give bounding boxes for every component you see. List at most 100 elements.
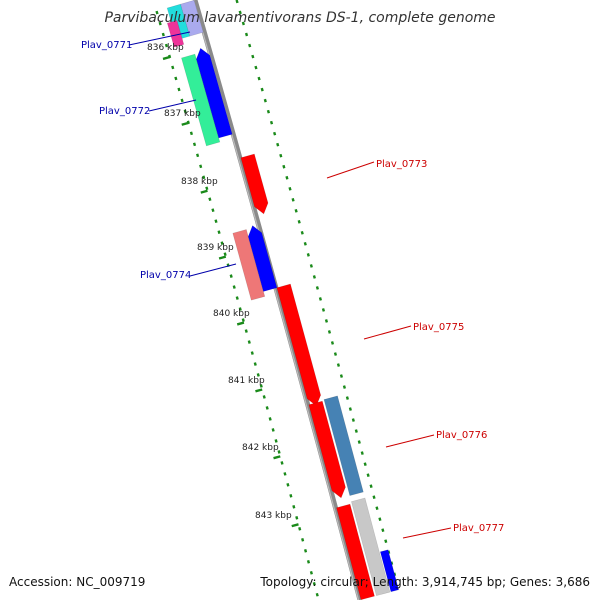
tick-dot-right xyxy=(269,120,274,125)
tick-dot-right xyxy=(254,65,258,70)
tick-dot-right xyxy=(260,87,264,92)
topology-text: Topology: circular; Length: 3,914,745 bp… xyxy=(259,575,590,589)
tick-dot-left xyxy=(158,21,162,26)
tick-dot-left xyxy=(205,186,209,191)
tick-dot-left xyxy=(295,516,299,520)
tick-dot-left xyxy=(183,109,187,114)
gene-features xyxy=(166,0,400,600)
tick-dot-left xyxy=(312,581,316,586)
tick-dot-left xyxy=(292,505,296,509)
tick-dot-left xyxy=(301,537,305,542)
tick-dot-right xyxy=(375,506,379,510)
tick-dot-right xyxy=(348,407,352,411)
leader-plav-0772 xyxy=(148,99,197,112)
tick-dot-right xyxy=(336,363,341,367)
gene-label-plav-0773[interactable]: Plav_0773 xyxy=(376,159,427,170)
tick-dot-left xyxy=(241,318,245,322)
tick-dot-left xyxy=(303,548,308,553)
tick-dot-right xyxy=(303,242,307,246)
tick-dot-right xyxy=(351,418,355,422)
kbp-label: 836 kbp xyxy=(147,43,184,53)
kbp-major-tick xyxy=(273,455,281,460)
gene-label-plav-0774[interactable]: Plav_0774 xyxy=(140,270,191,281)
tick-dot-right xyxy=(345,396,349,400)
tick-dot-right xyxy=(241,21,245,26)
tick-dot-left xyxy=(265,406,269,410)
gene-label-plav-0771[interactable]: Plav_0771 xyxy=(81,40,132,51)
tick-dot-right xyxy=(390,561,394,566)
kbp-major-tick xyxy=(162,55,171,61)
tick-dot-right xyxy=(238,10,242,15)
tick-dot-right xyxy=(288,186,292,191)
tick-dot-left xyxy=(232,285,236,289)
gene-label-plav-0772[interactable]: Plav_0772 xyxy=(99,106,150,117)
tick-dot-right xyxy=(366,473,370,477)
tick-dot-right xyxy=(263,98,267,103)
tick-dot-right xyxy=(235,0,239,4)
tick-dot-right xyxy=(306,253,310,257)
tick-dot-right xyxy=(294,208,298,213)
tick-dot-left xyxy=(289,494,293,498)
tick-dot-left xyxy=(277,450,281,454)
tick-dot-left xyxy=(196,153,200,158)
tick-dot-left xyxy=(262,395,266,399)
tick-dot-right xyxy=(251,54,255,59)
gene-feature-blue-tail xyxy=(379,549,400,593)
tick-dot-right xyxy=(248,43,252,48)
tick-dot-left xyxy=(309,570,313,575)
tick-dot-right xyxy=(324,319,329,323)
tick-dot-left xyxy=(199,164,203,169)
tick-dot-right xyxy=(291,197,295,202)
tick-dot-right xyxy=(285,175,289,180)
gene-label-plav-0775[interactable]: Plav_0775 xyxy=(413,322,464,333)
kbp-major-tick xyxy=(181,121,189,126)
tick-dot-right xyxy=(360,451,364,455)
tick-dot-right xyxy=(387,550,391,555)
tick-dot-right xyxy=(381,528,385,533)
gene-feature-plav-0776-red xyxy=(308,400,346,499)
kbp-label: 841 kbp xyxy=(228,376,265,386)
tick-dot-left xyxy=(164,43,169,48)
gene-label-plav-0776[interactable]: Plav_0776 xyxy=(436,430,487,441)
tick-dot-left xyxy=(229,274,233,278)
tick-dot-left xyxy=(283,472,287,476)
tick-dot-right xyxy=(393,572,397,577)
gene-feature-plav-0776 xyxy=(323,395,364,496)
gene-label-plav-0777[interactable]: Plav_0777 xyxy=(453,523,504,534)
tick-dot-right xyxy=(309,264,313,268)
tick-dot-left xyxy=(223,252,227,256)
tick-dot-right xyxy=(282,164,286,169)
tick-dot-right xyxy=(372,495,376,499)
tick-dot-right xyxy=(357,440,361,444)
gene-feature-plav-0777-grey xyxy=(351,497,391,597)
leader-plav-0777 xyxy=(402,527,452,539)
tick-dot-left xyxy=(280,461,284,465)
tick-dot-left xyxy=(271,428,275,432)
tick-dot-right xyxy=(257,76,261,81)
tick-dot-right xyxy=(300,231,304,235)
leader-plav-0774 xyxy=(189,263,237,277)
tick-dot-right xyxy=(330,341,335,345)
tick-dot-right xyxy=(321,308,326,312)
tick-dot-left xyxy=(250,351,254,355)
tick-dot-left xyxy=(259,384,263,388)
kbp-major-tick xyxy=(218,255,227,260)
kbp-label: 838 kbp xyxy=(181,177,218,187)
gene-feature-plav-0772 xyxy=(196,47,233,139)
tick-dot-right xyxy=(363,462,367,466)
tick-dot-left xyxy=(211,208,215,213)
gene-feature-plav-0774-salmon xyxy=(232,229,266,301)
tick-dot-left xyxy=(171,65,175,70)
tick-dot-left xyxy=(268,417,272,421)
tick-dot-left xyxy=(238,307,242,311)
gene-feature-plav-0773 xyxy=(240,153,269,215)
tick-dot-right xyxy=(354,429,358,433)
gene-feature-plav-0775 xyxy=(276,283,322,407)
tick-dot-right xyxy=(333,352,338,356)
tick-dot-left xyxy=(220,241,224,245)
tick-dot-right xyxy=(384,539,388,544)
kbp-label: 839 kbp xyxy=(197,243,234,253)
tick-dot-left xyxy=(180,98,184,103)
kbp-label: 840 kbp xyxy=(213,309,250,319)
